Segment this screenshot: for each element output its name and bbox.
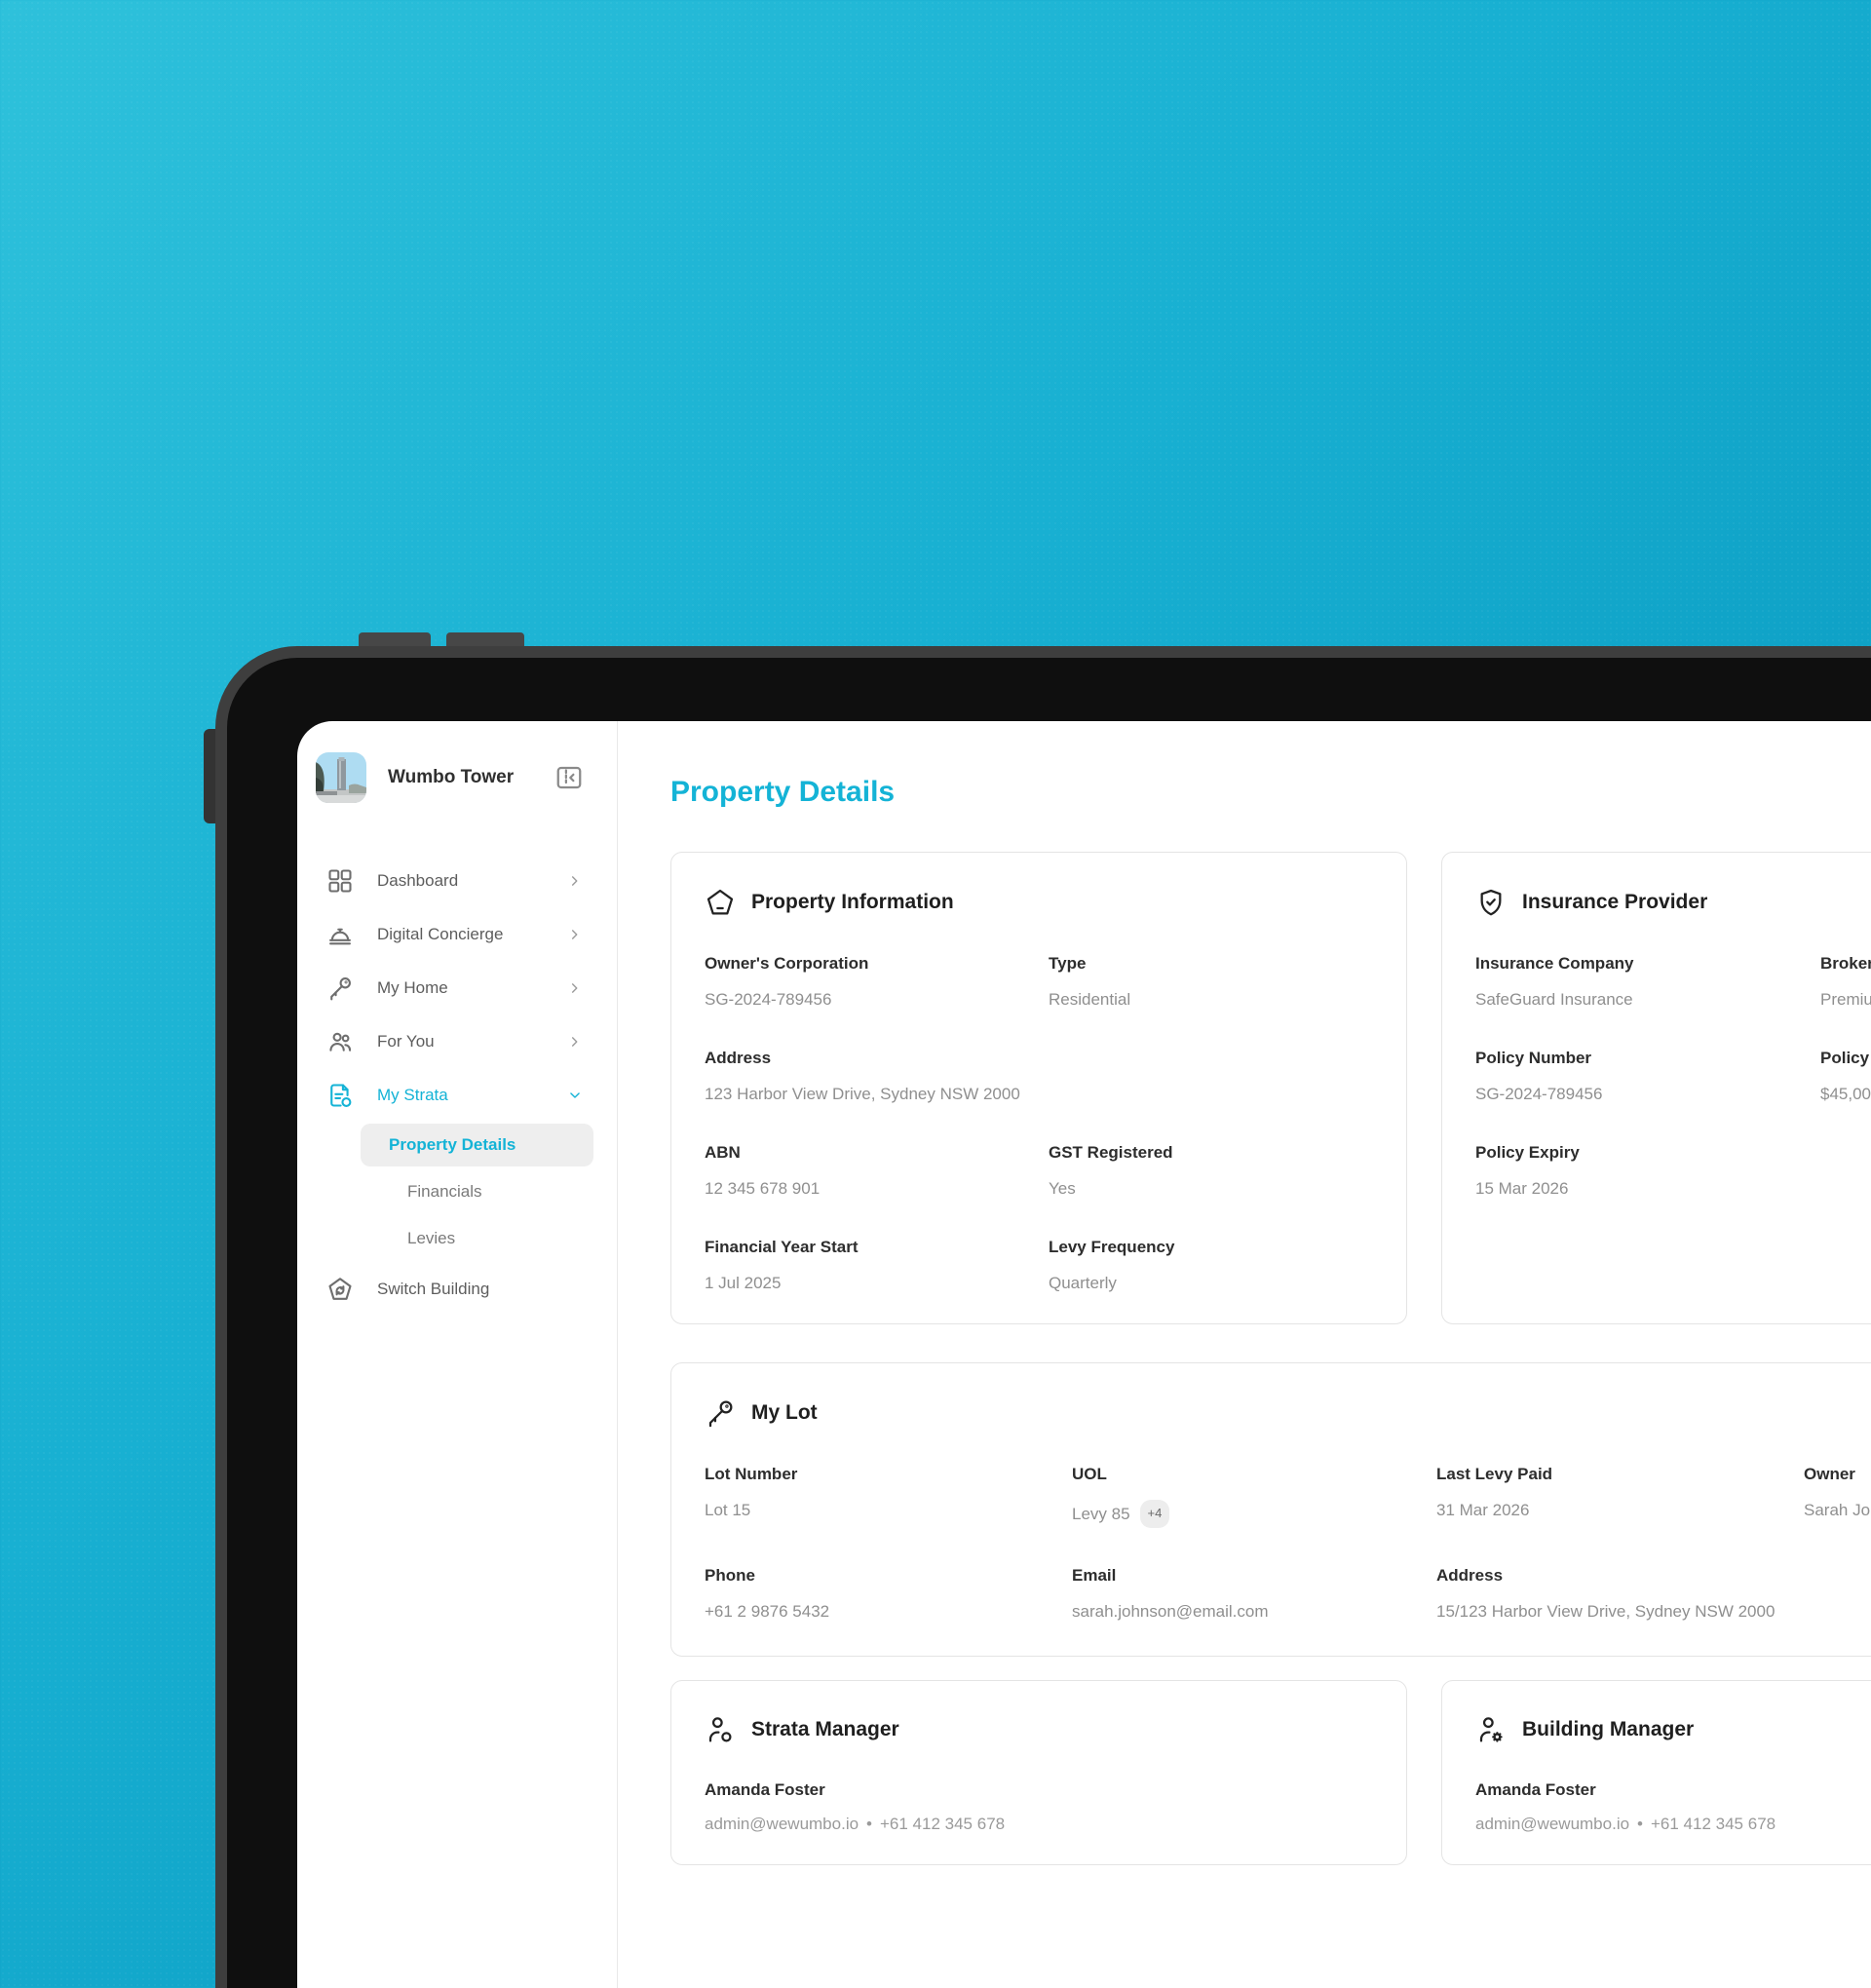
insurance-provider-card: Insurance Provider Insurance Company Saf… [1441,852,1871,1324]
card-title: Strata Manager [751,1718,899,1740]
card-title: My Lot [751,1401,818,1424]
uol-count-badge[interactable]: +4 [1139,1500,1170,1528]
building-name: Wumbo Tower [388,767,515,787]
tablet-bezel: Wumbo Tower [227,658,1871,1988]
sidebar-subitem-label: Financials [407,1182,482,1201]
card-header: Property Information [705,887,1373,918]
app-screen: Wumbo Tower [297,721,1871,1988]
manager-email[interactable]: admin@wewumbo.io [1475,1815,1630,1833]
manager-name: Amanda Foster [705,1780,825,1799]
sidebar-item-label: My Strata [377,1085,448,1104]
field-email: Email sarah.johnson@email.com [1072,1566,1269,1621]
field-broker: Broker Premium Brokers [1820,954,1871,1009]
field-levy-frequency: Levy Frequency Quarterly [1049,1238,1175,1292]
sidebar-subitem-label: Property Details [389,1135,516,1154]
person-circle-icon [705,1714,736,1745]
manager-email[interactable]: admin@wewumbo.io [705,1815,859,1833]
property-information-card: Property Information Owner's Corporation… [670,852,1407,1324]
manager-phone[interactable]: +61 412 345 678 [1651,1815,1776,1833]
field-owner: Owner Sarah Johnson [1804,1465,1871,1519]
sidebar-item-my-home[interactable]: My Home [316,961,593,1014]
card-header: Insurance Provider [1475,887,1871,918]
sidebar-subitem-levies[interactable]: Levies [316,1215,593,1262]
card-title: Building Manager [1522,1718,1695,1740]
main-content: Property Details Property Information [618,721,1871,1988]
chevron-down-icon [568,1089,582,1102]
field-phone: Phone +61 2 9876 5432 [705,1566,830,1621]
pentagon-home-icon [705,887,736,918]
chevron-right-icon [568,1035,582,1049]
concierge-bell-icon [326,921,354,948]
field-policy-expiry: Policy Expiry 15 Mar 2026 [1475,1143,1580,1198]
manager-contact: admin@wewumbo.io • +61 412 345 678 [705,1815,1006,1833]
sidebar-item-label: Digital Concierge [377,924,504,943]
field-last-levy-paid: Last Levy Paid 31 Mar 2026 [1436,1465,1553,1519]
building-manager-card: Building Manager Amanda Foster admin@wew… [1441,1680,1871,1865]
field-gst-registered: GST Registered Yes [1049,1143,1173,1198]
key-icon [326,975,354,1002]
field-type: Type Residential [1049,954,1131,1009]
key-icon [705,1397,736,1429]
field-uol: UOL Levy 85 +4 [1072,1464,1436,1528]
switch-building-icon [326,1276,354,1303]
manager-name: Amanda Foster [1475,1780,1596,1799]
manager-contact: admin@wewumbo.io • +61 412 345 678 [1475,1815,1776,1833]
sidebar-item-my-strata[interactable]: My Strata [316,1068,593,1122]
card-title: Insurance Provider [1522,891,1708,913]
card-header: My Lot [705,1397,1871,1429]
sidebar-item-digital-concierge[interactable]: Digital Concierge [316,907,593,961]
page-title: Property Details [670,776,896,808]
card-header: Building Manager [1475,1714,1871,1745]
sidebar-subitem-label: Levies [407,1229,456,1247]
field-financial-year-start: Financial Year Start 1 Jul 2025 [705,1238,859,1292]
person-gear-icon [1475,1714,1507,1745]
field-address: Address 123 Harbor View Drive, Sydney NS… [705,1049,1020,1103]
field-lot-number: Lot Number Lot 15 [705,1465,798,1519]
people-icon [326,1028,354,1055]
sidebar-item-switch-building[interactable]: Switch Building [316,1262,593,1316]
tablet-side-button [204,729,217,823]
card-title: Property Information [751,891,954,913]
chevron-right-icon [568,981,582,995]
sidebar-item-label: My Home [377,977,448,997]
sidebar-subitem-financials[interactable]: Financials [316,1168,593,1215]
tablet-top-button-left [359,632,431,648]
field-insurance-company: Insurance Company SafeGuard Insurance [1475,954,1634,1009]
panel-collapse-icon[interactable] [554,763,584,792]
field-lot-address: Address 15/123 Harbor View Drive, Sydney… [1436,1566,1776,1621]
field-abn: ABN 12 345 678 901 [705,1143,821,1198]
chevron-right-icon [568,928,582,941]
sidebar-item-label: Switch Building [377,1279,490,1298]
sidebar-subitem-property-details[interactable]: Property Details [361,1124,593,1166]
field-policy-premium: Policy Premium $45,000 [1820,1049,1871,1103]
dashboard-grid-icon [326,867,354,895]
strata-manager-card: Strata Manager Amanda Foster admin@wewum… [670,1680,1407,1865]
building-photo-logo [316,752,366,803]
field-owners-corporation: Owner's Corporation SG-2024-789456 [705,954,869,1009]
sidebar-item-for-you[interactable]: For You [316,1014,593,1068]
chevron-right-icon [568,874,582,888]
sidebar-nav: Dashboard Digital Concierge [316,854,593,1316]
tablet-top-button-right [446,632,524,648]
strata-document-icon [326,1082,354,1109]
card-header: Strata Manager [705,1714,1373,1745]
manager-phone[interactable]: +61 412 345 678 [880,1815,1006,1833]
shield-check-icon [1475,887,1507,918]
sidebar-item-label: For You [377,1031,435,1051]
sidebar-item-label: Dashboard [377,870,459,890]
sidebar-item-dashboard[interactable]: Dashboard [316,854,593,907]
field-policy-number: Policy Number SG-2024-789456 [1475,1049,1603,1103]
sidebar: Wumbo Tower [297,721,618,1988]
sidebar-header: Wumbo Tower [316,752,593,803]
tablet-frame: Wumbo Tower [215,646,1871,1988]
my-lot-card: My Lot Lot Number Lot 15 UOL Levy 85 +4 L… [670,1362,1871,1657]
